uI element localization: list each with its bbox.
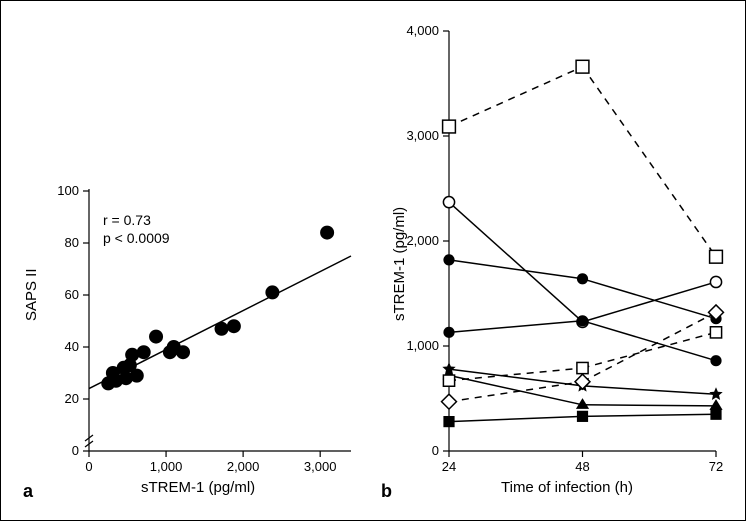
figure-container: 0 1,000 2,000 3,000 0 20 40 60 80 100 r = 0.73 p … [0, 0, 746, 521]
svg-text:2,000: 2,000 [227, 459, 260, 474]
svg-text:1,000: 1,000 [406, 338, 439, 353]
panel-a-annotation: r = 0.73 p < 0.0009 [103, 211, 170, 247]
panel-b: 24 48 72 0 1,000 2,000 3,000 4,000 [371, 21, 731, 501]
annotation-p: p < 0.0009 [103, 229, 170, 247]
svg-text:20: 20 [65, 391, 79, 406]
svg-text:3,000: 3,000 [304, 459, 337, 474]
panel-b-svg: 24 48 72 0 1,000 2,000 3,000 4,000 [371, 21, 731, 501]
svg-text:24: 24 [442, 459, 456, 474]
svg-text:60: 60 [65, 287, 79, 302]
svg-text:0: 0 [85, 459, 92, 474]
svg-text:2,000: 2,000 [406, 233, 439, 248]
panel-b-label: b [381, 481, 392, 502]
svg-text:40: 40 [65, 339, 79, 354]
annotation-r: r = 0.73 [103, 211, 170, 229]
panel-b-xlabel: Time of infection (h) [501, 479, 633, 496]
panel-a-label: a [23, 481, 33, 502]
svg-text:0: 0 [432, 443, 439, 458]
panel-a-xlabel: sTREM-1 (pg/ml) [141, 479, 255, 496]
svg-text:0: 0 [72, 443, 79, 458]
panel-a-ylabel: SAPS II [23, 268, 40, 321]
svg-text:3,000: 3,000 [406, 128, 439, 143]
svg-text:48: 48 [575, 459, 589, 474]
panel-b-ylabel: sTREM-1 (pg/ml) [391, 207, 408, 321]
svg-text:1,000: 1,000 [150, 459, 183, 474]
svg-text:80: 80 [65, 235, 79, 250]
svg-text:4,000: 4,000 [406, 23, 439, 38]
svg-text:72: 72 [709, 459, 723, 474]
svg-text:100: 100 [57, 183, 79, 198]
panel-a: 0 1,000 2,000 3,000 0 20 40 60 80 100 r = 0.73 p … [21, 21, 361, 501]
panel-a-svg: 0 1,000 2,000 3,000 0 20 40 60 80 100 [21, 21, 361, 501]
